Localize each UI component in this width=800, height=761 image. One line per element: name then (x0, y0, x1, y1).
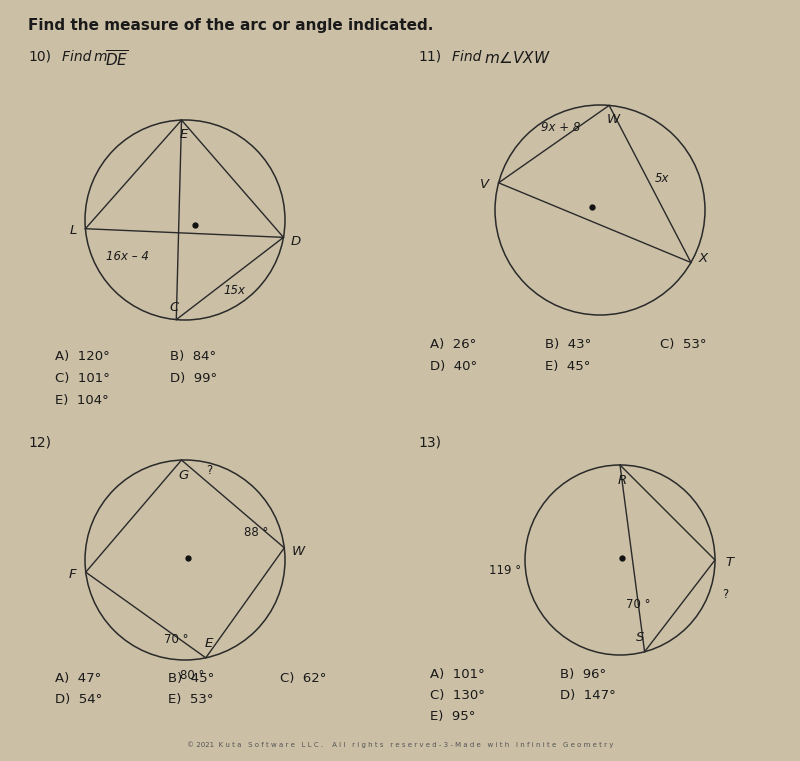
Text: W: W (292, 546, 305, 559)
Text: 88 °: 88 ° (244, 527, 269, 540)
Text: 5x: 5x (654, 173, 670, 186)
Text: 80 °: 80 ° (180, 670, 204, 683)
Text: B)  45°: B) 45° (168, 672, 214, 685)
Text: X: X (698, 252, 707, 265)
Text: 70 °: 70 ° (163, 633, 188, 646)
Text: 10): 10) (28, 50, 51, 64)
Text: W: W (606, 113, 620, 126)
Text: Find the measure of the arc or angle indicated.: Find the measure of the arc or angle ind… (28, 18, 434, 33)
Text: A)  26°: A) 26° (430, 338, 476, 351)
Text: E: E (179, 128, 188, 141)
Text: R: R (618, 475, 626, 488)
Text: C)  130°: C) 130° (430, 689, 485, 702)
Text: V: V (480, 178, 489, 191)
Text: C)  53°: C) 53° (660, 338, 706, 351)
Text: S: S (637, 632, 645, 645)
Text: F: F (69, 568, 77, 581)
Text: 12): 12) (28, 435, 51, 449)
Text: B)  84°: B) 84° (170, 350, 216, 363)
Text: B)  96°: B) 96° (560, 668, 606, 681)
Text: $m\angle VXW$: $m\angle VXW$ (484, 50, 551, 66)
Text: 11): 11) (418, 50, 441, 64)
Text: Find: Find (62, 50, 96, 64)
Text: 9x + 8: 9x + 8 (542, 121, 581, 134)
Text: 15x: 15x (224, 284, 246, 297)
Text: ?: ? (722, 588, 728, 601)
Text: E)  45°: E) 45° (545, 360, 590, 373)
Text: C)  62°: C) 62° (280, 672, 326, 685)
Text: D)  99°: D) 99° (170, 372, 217, 385)
Text: C)  101°: C) 101° (55, 372, 110, 385)
Text: D)  40°: D) 40° (430, 360, 477, 373)
Text: D)  147°: D) 147° (560, 689, 616, 702)
Text: L: L (70, 224, 77, 237)
Text: D: D (290, 235, 301, 248)
Text: © 2021  K u t a   S o f t w a r e   L L C .    A l l   r i g h t s   r e s e r v: © 2021 K u t a S o f t w a r e L L C . A… (187, 741, 613, 748)
Text: 13): 13) (418, 435, 441, 449)
Text: E)  95°: E) 95° (430, 710, 475, 723)
Text: E)  53°: E) 53° (168, 693, 214, 706)
Text: E: E (205, 637, 213, 651)
Text: m: m (94, 50, 107, 64)
Text: A)  120°: A) 120° (55, 350, 110, 363)
Text: C: C (170, 301, 179, 314)
Text: Find: Find (452, 50, 486, 64)
Text: B)  43°: B) 43° (545, 338, 591, 351)
Text: G: G (178, 469, 189, 482)
Text: $\overline{DE}$: $\overline{DE}$ (105, 50, 128, 70)
Text: D)  54°: D) 54° (55, 693, 102, 706)
Text: ?: ? (206, 463, 213, 476)
Text: T: T (725, 556, 733, 568)
Text: A)  47°: A) 47° (55, 672, 102, 685)
Text: 16x – 4: 16x – 4 (106, 250, 149, 263)
Text: A)  101°: A) 101° (430, 668, 485, 681)
Text: 119 °: 119 ° (489, 563, 521, 577)
Text: E)  104°: E) 104° (55, 394, 109, 407)
Text: 70 °: 70 ° (626, 598, 650, 612)
